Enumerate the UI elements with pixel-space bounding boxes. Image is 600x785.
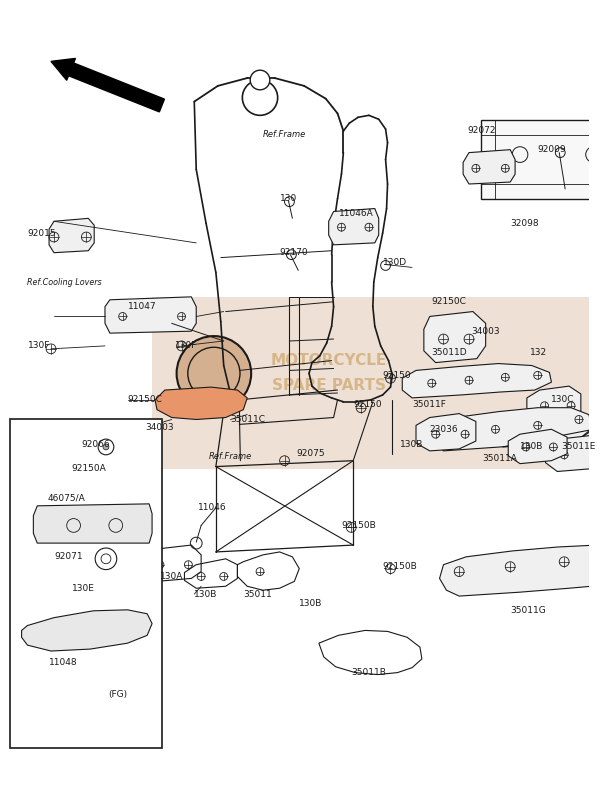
Polygon shape [545,435,600,472]
Text: MOTORCYCLE: MOTORCYCLE [271,353,387,368]
Text: 92071: 92071 [54,553,83,561]
Text: Ref.Frame: Ref.Frame [263,130,306,140]
Text: 92072: 92072 [467,126,496,134]
Polygon shape [329,209,379,245]
Text: 130D: 130D [383,258,407,267]
Text: 34003: 34003 [471,327,500,336]
Text: Ref.Cooling Lovers: Ref.Cooling Lovers [28,278,102,287]
Text: 92150: 92150 [383,371,411,380]
Polygon shape [22,610,152,651]
Circle shape [250,70,270,89]
FancyArrow shape [51,58,164,112]
Text: 35011: 35011 [244,590,272,599]
Text: 130E: 130E [71,584,94,593]
Text: 92150C: 92150C [128,396,163,404]
Text: 35011G: 35011G [510,606,546,615]
Polygon shape [34,504,152,543]
Text: 11047: 11047 [128,302,156,311]
Text: 35011B: 35011B [351,668,386,677]
Text: 92015: 92015 [28,228,56,238]
Text: SPARE PARTS: SPARE PARTS [272,378,386,392]
Text: 130B: 130B [400,440,424,448]
Text: 130A: 130A [160,572,184,581]
Text: Ref.Frame: Ref.Frame [209,452,252,462]
Text: 130B: 130B [299,600,323,608]
Text: 92150: 92150 [353,400,382,409]
Text: 34003: 34003 [145,423,174,432]
Bar [10,419,162,748]
Text: 132: 132 [530,349,547,357]
Text: 11048: 11048 [49,659,77,667]
Polygon shape [463,150,515,184]
Text: 46075/A: 46075/A [47,494,85,502]
Polygon shape [155,387,247,419]
Text: 92150C: 92150C [432,298,467,306]
Text: 130F: 130F [175,341,197,350]
Polygon shape [424,312,485,363]
Text: 23036: 23036 [430,425,458,434]
Text: 11046A: 11046A [338,209,373,218]
Circle shape [103,444,109,450]
Polygon shape [432,407,593,451]
Text: 35011E: 35011E [561,443,596,451]
Circle shape [176,336,251,411]
Polygon shape [49,218,94,253]
Text: 35011D: 35011D [432,349,467,357]
Text: 130B: 130B [194,590,218,599]
Text: 92150B: 92150B [341,521,376,530]
Bar [152,297,600,469]
Text: 35011A: 35011A [483,455,518,463]
Polygon shape [508,429,567,464]
Text: 32098: 32098 [510,219,539,228]
Text: 130C: 130C [551,396,575,404]
Text: 92066: 92066 [82,440,110,448]
Text: 130B: 130B [520,443,544,451]
Polygon shape [105,297,196,333]
Bar [481,120,600,199]
Text: 92009: 92009 [538,145,566,154]
Text: 92150A: 92150A [71,464,106,473]
Text: 130F: 130F [28,341,50,350]
Polygon shape [527,386,581,422]
Text: 92075: 92075 [296,449,325,458]
Text: 11046: 11046 [198,503,227,513]
Text: 92170: 92170 [280,248,308,257]
Polygon shape [416,414,476,451]
Polygon shape [402,363,551,398]
Text: 35011F: 35011F [412,400,446,409]
Polygon shape [440,545,600,596]
Text: (FG): (FG) [108,690,127,699]
Text: 35011C: 35011C [230,415,266,424]
Text: 92150B: 92150B [383,562,418,571]
Text: 130: 130 [280,194,297,203]
